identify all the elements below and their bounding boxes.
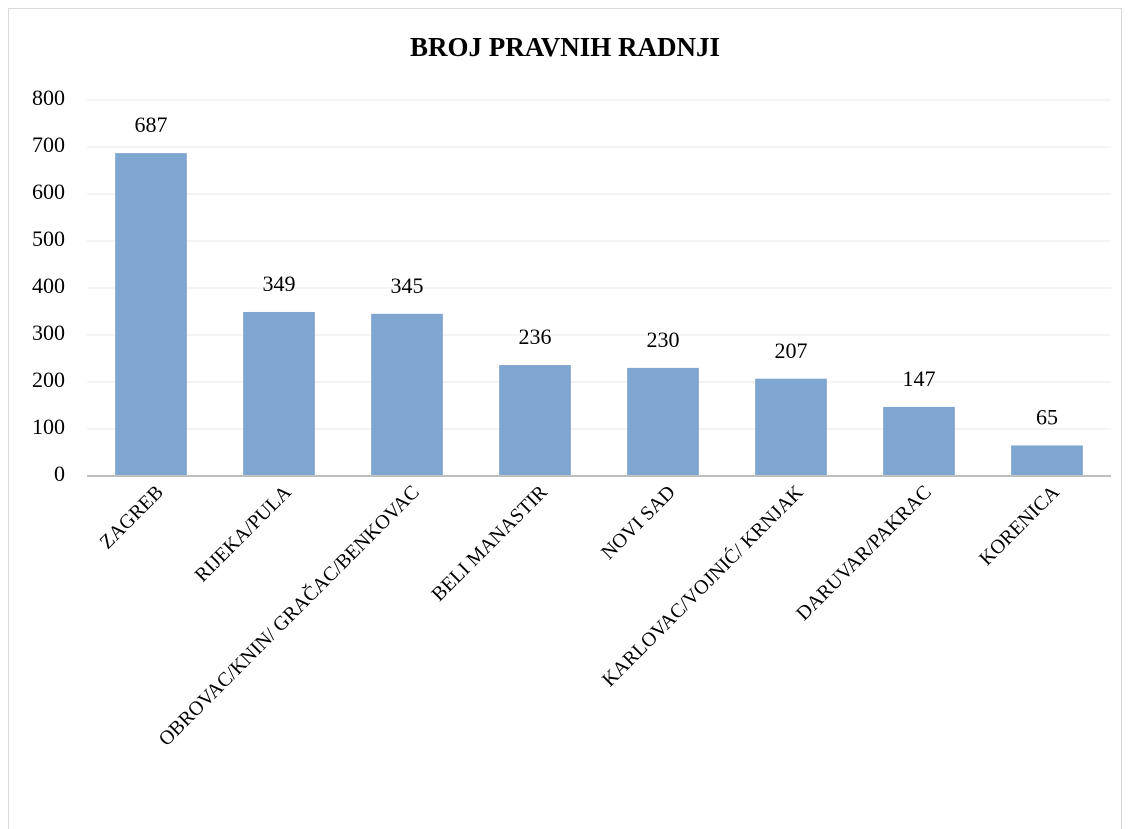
- data-label: 65: [1036, 404, 1058, 429]
- bar: [115, 153, 187, 477]
- y-tick-label: 500: [32, 226, 65, 251]
- y-tick-label: 300: [32, 320, 65, 345]
- data-label: 230: [647, 327, 680, 352]
- y-tick-label: 200: [32, 367, 65, 392]
- data-label: 147: [903, 366, 936, 391]
- y-tick-label: 700: [32, 132, 65, 157]
- bar: [499, 365, 571, 476]
- data-label: 687: [135, 112, 168, 137]
- y-tick-label: 0: [54, 461, 65, 486]
- bar: [1011, 445, 1083, 476]
- data-label: 207: [775, 338, 808, 363]
- y-tick-label: 800: [32, 85, 65, 110]
- bar: [883, 406, 955, 476]
- data-label: 345: [391, 273, 424, 298]
- y-tick-label: 400: [32, 273, 65, 298]
- data-label: 236: [519, 324, 552, 349]
- bar: [627, 367, 699, 476]
- bar: [371, 313, 443, 476]
- y-tick-label: 600: [32, 179, 65, 204]
- chart-title: BROJ PRAVNIH RADNJI: [410, 32, 720, 62]
- bar: [755, 378, 827, 476]
- y-tick-label: 100: [32, 414, 65, 439]
- data-label: 349: [263, 271, 296, 296]
- bar: [243, 311, 315, 476]
